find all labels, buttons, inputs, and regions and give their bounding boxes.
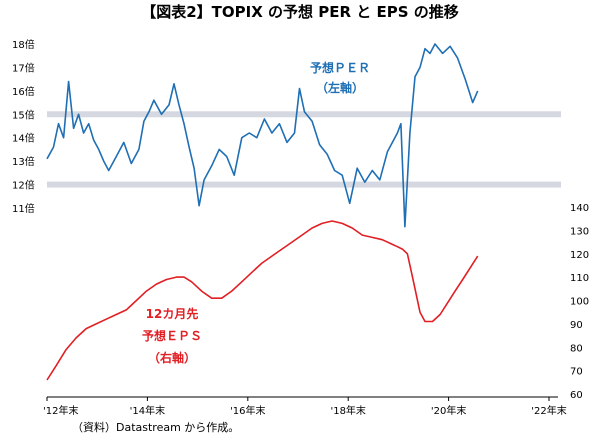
right-tick-label: 110 (570, 273, 589, 284)
x-tick-label: '22年末 (531, 404, 566, 417)
left-tick-label: 16倍 (12, 85, 35, 98)
reference-band-1 (47, 181, 561, 188)
reference-bands (47, 111, 561, 188)
per-series-line (46, 43, 479, 228)
eps-label-line-1: 12カ月先 (146, 306, 199, 321)
right-axis-ticks: 60 70 80 90 100 110 120 130 140 (570, 203, 589, 401)
per-label-line-2: （左軸） (316, 80, 364, 95)
left-axis-ticks: 11倍 12倍 13倍 14倍 15倍 16倍 17倍 18倍 (12, 38, 35, 215)
x-axis-ticks: '12年末 '14年末 '16年末 '18年末 '20年末 '22年末 (43, 397, 567, 417)
right-tick-label: 120 (570, 250, 589, 261)
left-tick-label: 12倍 (12, 179, 35, 192)
per-label-line-1: 予想ＰＥＲ (310, 60, 370, 75)
right-tick-label: 130 (570, 226, 589, 237)
chart-title: 【図表2】TOPIX の予想 PER と EPS の推移 (141, 3, 459, 21)
reference-band-0 (47, 111, 561, 118)
x-tick-label: '12年末 (43, 404, 78, 417)
right-tick-label: 90 (570, 320, 583, 331)
right-tick-label: 70 (570, 367, 583, 378)
x-tick-label: '14年末 (130, 404, 165, 417)
left-tick-label: 15倍 (12, 108, 35, 121)
x-tick-label: '18年末 (330, 404, 365, 417)
source-note: （資料）Datastream から作成。 (72, 420, 239, 434)
left-tick-label: 17倍 (12, 61, 35, 74)
left-tick-label: 13倍 (12, 155, 35, 168)
right-tick-label: 60 (570, 390, 583, 401)
x-tick-label: '16年末 (230, 404, 265, 417)
eps-label-line-2: 予想ＥＰＳ (142, 328, 202, 343)
eps-series-line (46, 220, 479, 381)
series-lines (46, 43, 479, 381)
right-tick-label: 100 (570, 297, 589, 308)
left-tick-label: 14倍 (12, 132, 35, 145)
right-tick-label: 140 (570, 203, 589, 214)
eps-label-line-3: （右軸） (148, 350, 196, 365)
right-tick-label: 80 (570, 343, 583, 354)
left-tick-label: 11倍 (12, 202, 35, 215)
left-tick-label: 18倍 (12, 38, 35, 51)
x-tick-label: '20年末 (431, 404, 466, 417)
